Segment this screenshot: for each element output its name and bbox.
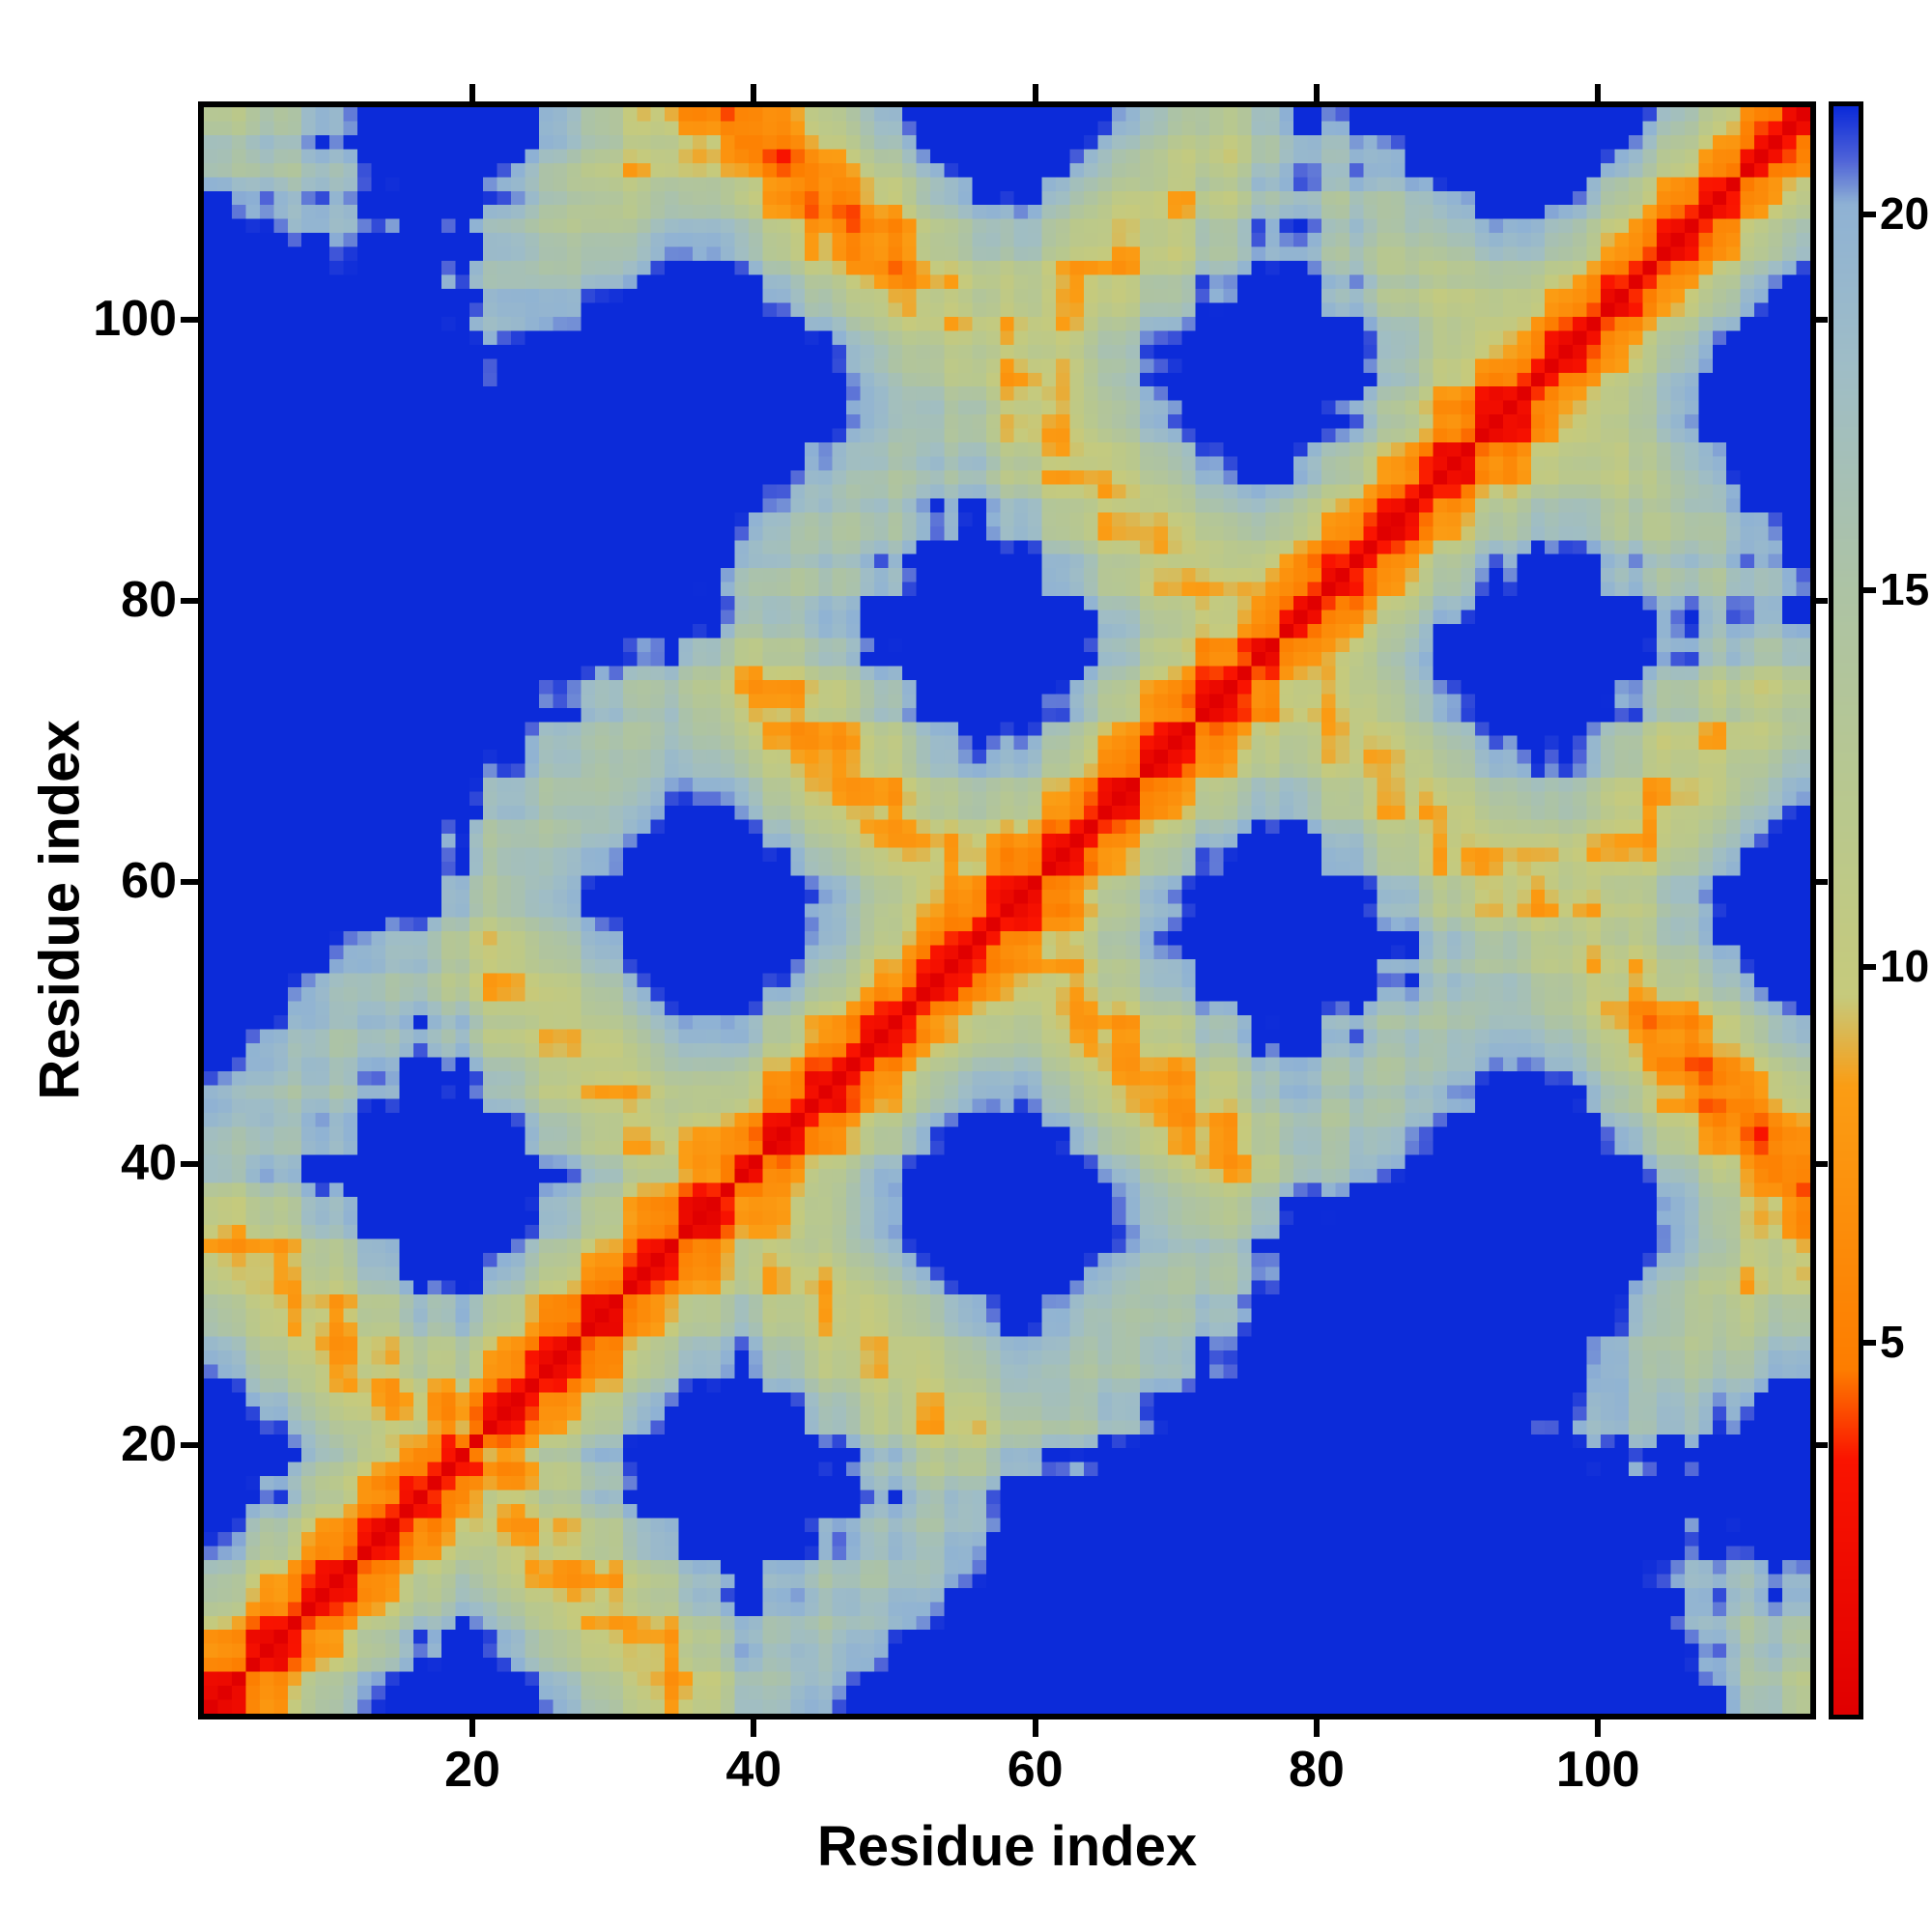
x-tick-mark xyxy=(751,84,757,101)
colorbar-tick-mark xyxy=(1863,1340,1876,1347)
x-tick-mark xyxy=(1032,1719,1038,1737)
x-tick-mark xyxy=(1595,84,1602,101)
y-tick-label: 60 xyxy=(121,853,177,910)
y-tick-label: 40 xyxy=(121,1134,177,1191)
x-tick-mark xyxy=(1313,84,1320,101)
colorbar-tick-label: 20 xyxy=(1880,187,1930,239)
x-tick-mark xyxy=(1313,1719,1320,1737)
x-tick-mark xyxy=(469,84,476,101)
x-tick-label: 100 xyxy=(1555,1742,1640,1798)
y-tick-mark xyxy=(1816,879,1828,886)
heatmap-plot xyxy=(198,101,1816,1719)
x-tick-label: 40 xyxy=(725,1742,782,1798)
heatmap-canvas xyxy=(204,107,1810,1714)
y-tick-label: 20 xyxy=(121,1415,177,1472)
colorbar xyxy=(1829,101,1863,1719)
colorbar-gradient xyxy=(1833,106,1859,1715)
x-tick-mark xyxy=(1595,1719,1602,1737)
y-tick-label: 80 xyxy=(121,572,177,629)
x-axis-label: Residue index xyxy=(816,1815,1198,1878)
colorbar-tick-label: 15 xyxy=(1880,564,1930,615)
colorbar-tick-mark xyxy=(1863,211,1876,217)
y-tick-mark xyxy=(181,879,198,886)
colorbar-tick-mark xyxy=(1863,587,1876,594)
y-tick-mark xyxy=(181,1160,198,1167)
y-tick-mark xyxy=(1816,316,1828,323)
y-tick-mark xyxy=(181,316,198,323)
y-tick-label: 100 xyxy=(93,290,177,347)
x-tick-label: 60 xyxy=(1007,1742,1064,1798)
x-tick-mark xyxy=(1032,84,1038,101)
colorbar-tick-label: 10 xyxy=(1880,940,1930,991)
x-tick-mark xyxy=(751,1719,757,1737)
x-tick-label: 20 xyxy=(444,1742,500,1798)
y-tick-mark xyxy=(1816,1160,1828,1167)
colorbar-tick-label: 5 xyxy=(1880,1317,1905,1368)
y-tick-mark xyxy=(181,1441,198,1448)
colorbar-tick-mark xyxy=(1863,963,1876,970)
y-tick-mark xyxy=(1816,1441,1828,1448)
x-tick-label: 80 xyxy=(1289,1742,1345,1798)
y-tick-mark xyxy=(181,598,198,605)
y-tick-mark xyxy=(1816,598,1828,605)
y-axis-label: Residue index xyxy=(28,720,92,1100)
x-tick-mark xyxy=(469,1719,476,1737)
